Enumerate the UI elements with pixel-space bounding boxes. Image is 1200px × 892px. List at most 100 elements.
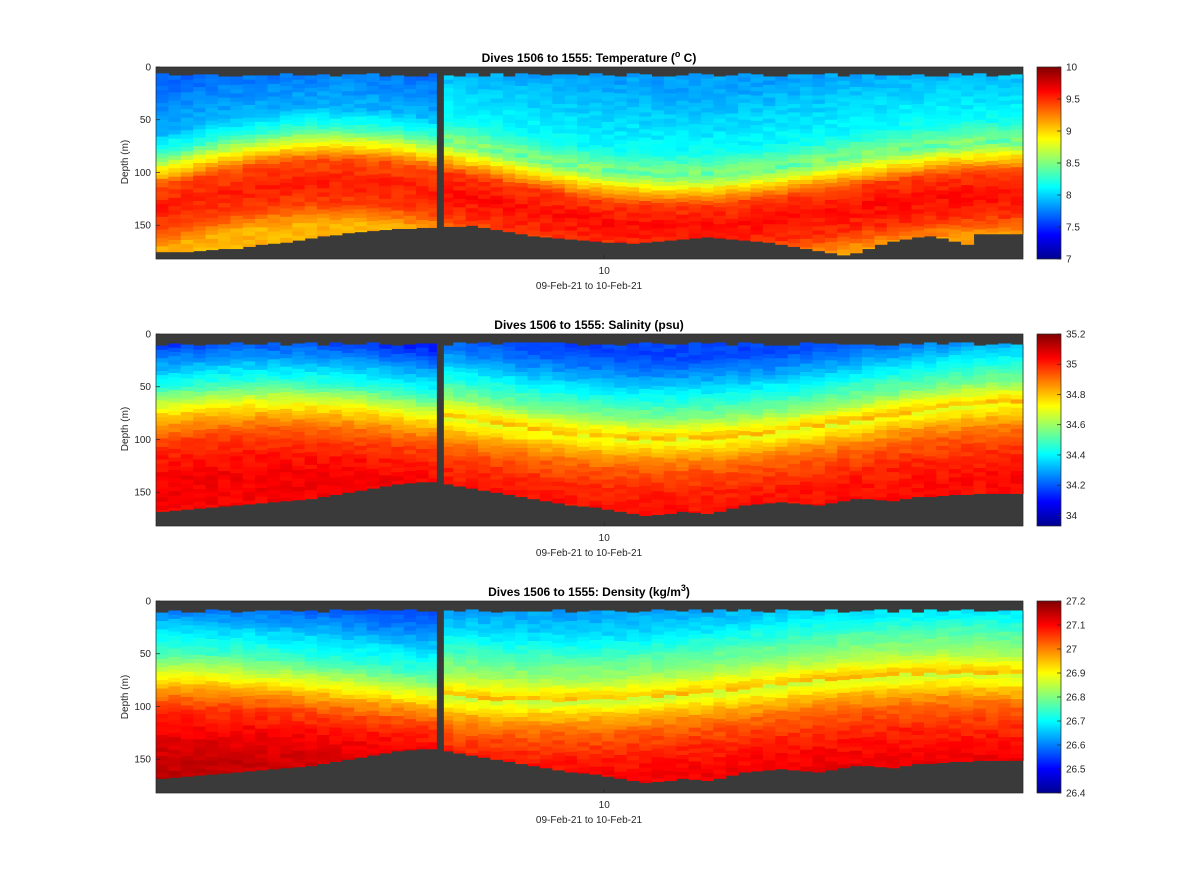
section-cell: [601, 475, 615, 481]
section-cell: [292, 364, 306, 370]
section-cell: [255, 113, 269, 119]
section-cell: [849, 230, 863, 236]
section-cell: [961, 235, 975, 241]
section-cell: [973, 81, 987, 87]
section-cell: [601, 395, 615, 401]
section-cell: [923, 194, 937, 200]
section-cell: [874, 446, 888, 452]
section-cell: [812, 343, 826, 349]
section-cell: [750, 150, 764, 156]
section-cell: [861, 424, 875, 430]
section-cell: [341, 209, 355, 215]
section-cell: [552, 350, 566, 356]
section-cell: [589, 191, 603, 197]
section-cell: [180, 488, 194, 493]
section-cell: [775, 408, 789, 414]
section-cell: [205, 112, 219, 118]
section-cell: [762, 463, 776, 469]
section-cell: [886, 223, 900, 228]
section-cell: [502, 414, 516, 419]
section-cell: [589, 382, 603, 388]
section-cell: [849, 247, 863, 253]
section-cell: [577, 358, 591, 364]
section-cell: [242, 206, 256, 212]
section-cell: [317, 205, 330, 211]
section-cell: [478, 342, 492, 348]
section-cell: [775, 476, 789, 482]
section-cell: [762, 425, 776, 431]
section-cell: [242, 450, 256, 455]
section-cell: [812, 411, 826, 416]
section-cell: [713, 148, 727, 154]
section-cell: [936, 97, 950, 103]
section-cell: [837, 211, 851, 217]
section-cell: [601, 240, 615, 243]
section-cell: [354, 483, 368, 489]
section-cell: [366, 452, 380, 457]
section-cell: [577, 223, 591, 228]
section-cell: [168, 465, 182, 471]
section-cell: [304, 176, 318, 182]
section-cell: [416, 368, 430, 374]
section-cell: [812, 406, 826, 412]
section-cell: [750, 465, 764, 471]
section-cell: [775, 430, 789, 435]
section-cell: [403, 407, 417, 413]
section-cell: [552, 393, 566, 398]
section-cell: [837, 232, 851, 238]
section-cell: [750, 377, 764, 383]
section-cell: [861, 386, 875, 392]
section-cell: [886, 206, 900, 212]
section-cell: [713, 409, 727, 415]
section-cell: [911, 112, 925, 118]
section-cell: [193, 396, 207, 402]
section-cell: [527, 460, 541, 466]
section-cell: [230, 443, 244, 449]
section-cell: [465, 453, 479, 459]
section-cell: [205, 82, 219, 88]
section-cell: [267, 172, 281, 178]
section-cell: [440, 138, 454, 144]
section-cell: [539, 180, 553, 186]
section-cell: [180, 382, 194, 388]
section-cell: [750, 141, 764, 147]
section-cell: [787, 243, 801, 247]
section-cell: [614, 379, 628, 385]
section-cell: [775, 379, 789, 385]
section-cell: [911, 222, 925, 227]
section-cell: [304, 121, 318, 127]
section-cell: [217, 207, 231, 213]
section-cell: [292, 138, 306, 144]
section-cell: [440, 168, 454, 174]
section-cell: [837, 118, 851, 124]
section-cell: [428, 98, 442, 104]
section-cell: [961, 164, 975, 169]
section-cell: [403, 462, 417, 468]
section-cell: [800, 464, 814, 470]
section-cell: [317, 125, 330, 130]
section-cell: [230, 80, 244, 86]
section-cell: [168, 214, 182, 220]
section-cell: [552, 477, 566, 483]
section-cell: [180, 428, 194, 434]
section-cell: [552, 422, 566, 428]
section-cell: [490, 98, 504, 104]
section-cell: [354, 133, 368, 139]
section-cell: [874, 180, 888, 186]
section-cell: [465, 411, 479, 416]
section-cell: [577, 134, 591, 140]
section-cell: [577, 155, 591, 161]
section-cell: [515, 174, 529, 180]
section-cell: [217, 454, 231, 460]
section-cell: [255, 121, 269, 127]
section-cell: [354, 141, 368, 147]
section-cell: [651, 427, 665, 433]
section-cell: [948, 90, 962, 96]
section-cell: [961, 223, 975, 228]
section-cell: [515, 132, 529, 138]
section-cell: [800, 397, 814, 403]
section-cell: [490, 437, 504, 443]
section-cell: [403, 135, 417, 141]
section-cell: [787, 141, 801, 147]
section-cell: [601, 189, 615, 195]
